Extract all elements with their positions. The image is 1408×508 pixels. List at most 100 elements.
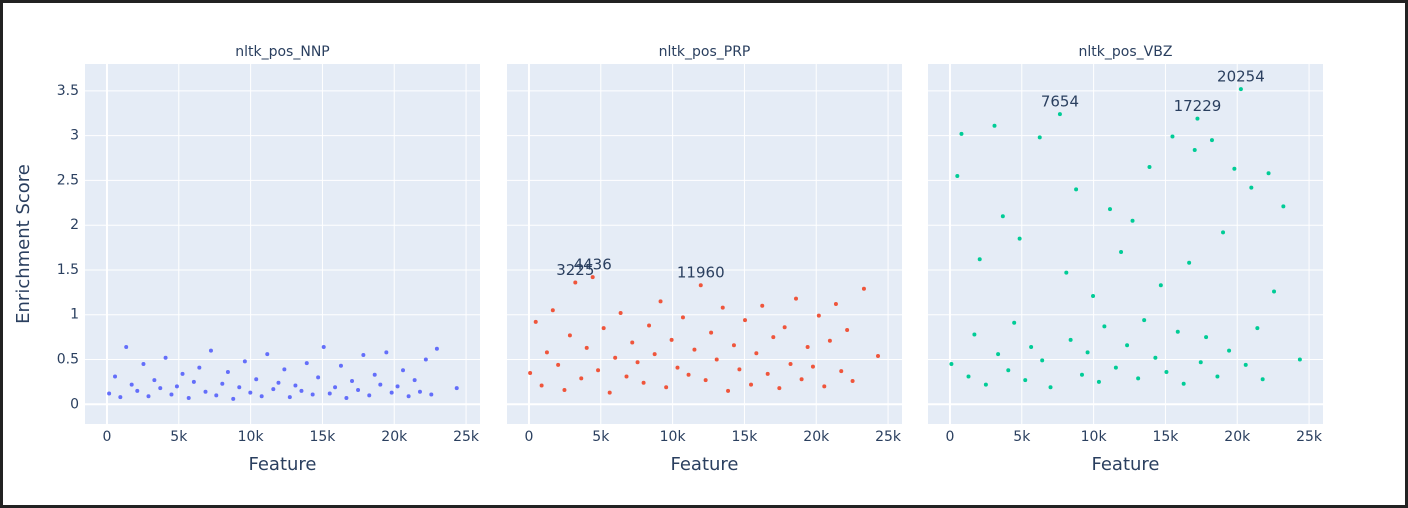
point	[861, 286, 866, 291]
point	[1204, 335, 1209, 340]
point	[1147, 164, 1152, 169]
point	[1198, 360, 1203, 365]
point	[731, 343, 736, 348]
point	[1158, 283, 1163, 288]
point	[698, 283, 703, 288]
point	[248, 390, 253, 395]
point	[350, 379, 355, 384]
point	[282, 367, 287, 372]
point	[669, 337, 674, 342]
point	[703, 378, 708, 383]
point	[203, 389, 208, 394]
point	[977, 257, 982, 262]
point	[1079, 372, 1084, 377]
point	[692, 347, 697, 352]
panel-title: nltk_pos_PRP	[659, 44, 751, 60]
point	[1037, 135, 1042, 140]
point	[544, 350, 549, 355]
point	[1048, 385, 1053, 390]
point	[664, 385, 669, 390]
point	[539, 383, 544, 388]
point	[417, 389, 422, 394]
point	[590, 275, 595, 280]
point	[675, 365, 680, 370]
annotation: 4436	[574, 256, 612, 274]
point	[237, 385, 242, 390]
y-tick-label: 1.5	[57, 262, 79, 278]
point	[624, 374, 629, 379]
y-axis-title: Enrichment Score	[13, 164, 34, 324]
point	[242, 359, 247, 364]
point	[709, 330, 714, 335]
point	[254, 377, 259, 382]
point	[378, 382, 383, 387]
point	[1281, 204, 1286, 209]
point	[550, 308, 555, 313]
point	[737, 367, 742, 372]
point	[782, 325, 787, 330]
point	[124, 344, 129, 349]
plot-area	[507, 64, 902, 424]
x-tick-label: 20k	[803, 429, 830, 445]
point	[146, 394, 151, 399]
x-tick-label: 0	[103, 429, 112, 445]
point	[810, 364, 815, 369]
point	[1164, 370, 1169, 375]
x-tick-label: 25k	[875, 429, 902, 445]
point	[113, 374, 118, 379]
point	[1238, 87, 1243, 92]
point	[799, 377, 804, 382]
point	[1209, 138, 1214, 143]
point	[720, 305, 725, 310]
point	[163, 355, 168, 360]
point	[996, 352, 1001, 357]
point	[726, 388, 731, 393]
point	[1000, 214, 1005, 219]
point	[850, 379, 855, 384]
point	[1272, 289, 1277, 294]
plot-area	[928, 64, 1323, 424]
point	[833, 302, 838, 306]
point	[1260, 377, 1265, 382]
point	[714, 357, 719, 362]
point	[265, 352, 270, 357]
point	[1130, 218, 1135, 223]
point	[259, 394, 264, 399]
point	[1192, 147, 1197, 152]
point	[1023, 378, 1028, 383]
annotation: 11960	[677, 264, 725, 282]
x-tick-label: 10k	[1081, 429, 1108, 445]
point	[1029, 344, 1034, 349]
point	[344, 396, 349, 401]
point	[827, 338, 832, 343]
point	[118, 395, 123, 400]
point	[152, 378, 157, 383]
x-tick-label: 10k	[238, 429, 265, 445]
x-axis-title: Feature	[248, 454, 316, 475]
point	[372, 372, 377, 377]
point	[1266, 171, 1271, 176]
point	[208, 348, 213, 353]
point	[395, 384, 400, 389]
annotation: 20254	[1217, 68, 1265, 86]
point	[1255, 326, 1260, 331]
point	[771, 335, 776, 340]
point	[876, 353, 881, 358]
point	[169, 392, 174, 397]
x-tick-label: 20k	[1224, 429, 1251, 445]
point	[793, 296, 798, 301]
y-tick-label: 1	[70, 307, 79, 323]
annotation: 17229	[1174, 97, 1222, 115]
point	[107, 391, 112, 396]
point	[401, 368, 406, 373]
point	[596, 368, 601, 373]
point	[1175, 329, 1180, 334]
point	[310, 392, 315, 397]
point	[1170, 134, 1175, 139]
x-tick-label: 5k	[1013, 429, 1031, 445]
point	[805, 344, 810, 349]
x-tick-label: 10k	[660, 429, 687, 445]
point	[434, 346, 439, 351]
point	[1187, 260, 1192, 265]
